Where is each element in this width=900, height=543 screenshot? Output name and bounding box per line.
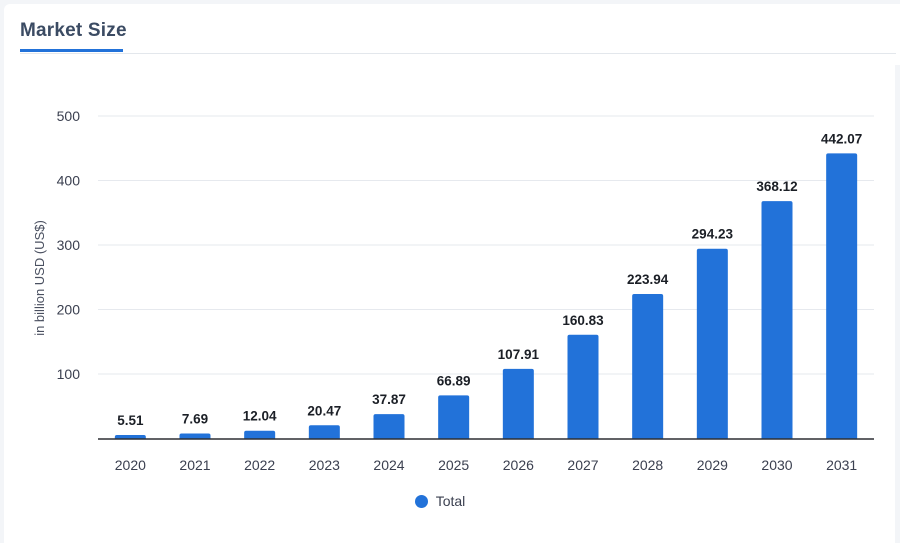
y-tick-label: 200 <box>57 302 81 318</box>
bars <box>114 153 858 439</box>
legend-dot-icon <box>414 494 428 508</box>
x-tick-label: 2030 <box>761 457 792 473</box>
bar-2021[interactable] <box>179 433 211 439</box>
data-label-2027: 160.83 <box>562 313 604 328</box>
legend-label: Total <box>435 493 466 509</box>
bar-2020[interactable] <box>114 434 146 439</box>
x-axis-ticks: 2020 2021 2022 2023 2024 2025 2026 2027 2028 2029… <box>115 457 858 473</box>
x-tick-label: 2020 <box>115 457 146 473</box>
data-label-2026: 107.91 <box>498 347 540 362</box>
bar-2022[interactable] <box>244 430 276 439</box>
tab-active-indicator <box>20 49 123 52</box>
y-axis-ticks: 100 200 300 400 500 <box>57 108 81 382</box>
bar-2028[interactable] <box>632 294 664 439</box>
x-tick-label: 2023 <box>309 457 340 473</box>
y-tick-label: 500 <box>57 108 81 124</box>
data-label-2021: 7.69 <box>182 412 208 427</box>
bar-2029[interactable] <box>696 248 728 439</box>
tab-divider <box>20 53 896 54</box>
card-edge <box>895 65 900 543</box>
y-tick-label: 100 <box>57 366 81 382</box>
data-label-2025: 66.89 <box>437 373 471 388</box>
legend: Total <box>0 493 900 509</box>
x-tick-label: 2031 <box>826 457 857 473</box>
x-tick-label: 2021 <box>179 457 210 473</box>
data-label-2024: 37.87 <box>372 392 406 407</box>
bar-2030[interactable] <box>761 201 793 439</box>
data-label-2022: 12.04 <box>243 409 277 424</box>
bar-2026[interactable] <box>502 368 534 439</box>
data-label-2028: 223.94 <box>627 272 669 287</box>
x-tick-label: 2024 <box>373 457 404 473</box>
x-tick-label: 2029 <box>697 457 728 473</box>
x-tick-label: 2025 <box>438 457 469 473</box>
data-label-2029: 294.23 <box>692 227 734 242</box>
y-tick-label: 400 <box>57 173 81 189</box>
gridlines <box>98 115 874 375</box>
market-size-card <box>4 4 900 543</box>
y-axis-title: in billion USD (US$) <box>32 220 47 336</box>
data-label-2020: 5.51 <box>117 413 144 428</box>
data-label-2031: 442.07 <box>821 131 862 146</box>
bar-2025[interactable] <box>438 395 470 439</box>
x-tick-label: 2027 <box>567 457 598 473</box>
tab-market-size[interactable]: Market Size <box>20 20 127 41</box>
y-tick-label: 300 <box>57 237 81 253</box>
bar-2027[interactable] <box>567 334 599 439</box>
x-tick-label: 2026 <box>503 457 534 473</box>
data-label-2030: 368.12 <box>756 179 797 194</box>
x-tick-label: 2022 <box>244 457 275 473</box>
bar-2031[interactable] <box>826 153 858 439</box>
legend-item-total[interactable]: Total <box>414 493 466 509</box>
data-labels: 5.51 7.69 12.04 20.47 37.87 66.89 107.91 160.83… <box>117 131 862 428</box>
data-label-2023: 20.47 <box>307 403 341 418</box>
bar-2024[interactable] <box>373 414 405 439</box>
x-tick-label: 2028 <box>632 457 663 473</box>
bar-2023[interactable] <box>308 425 340 439</box>
